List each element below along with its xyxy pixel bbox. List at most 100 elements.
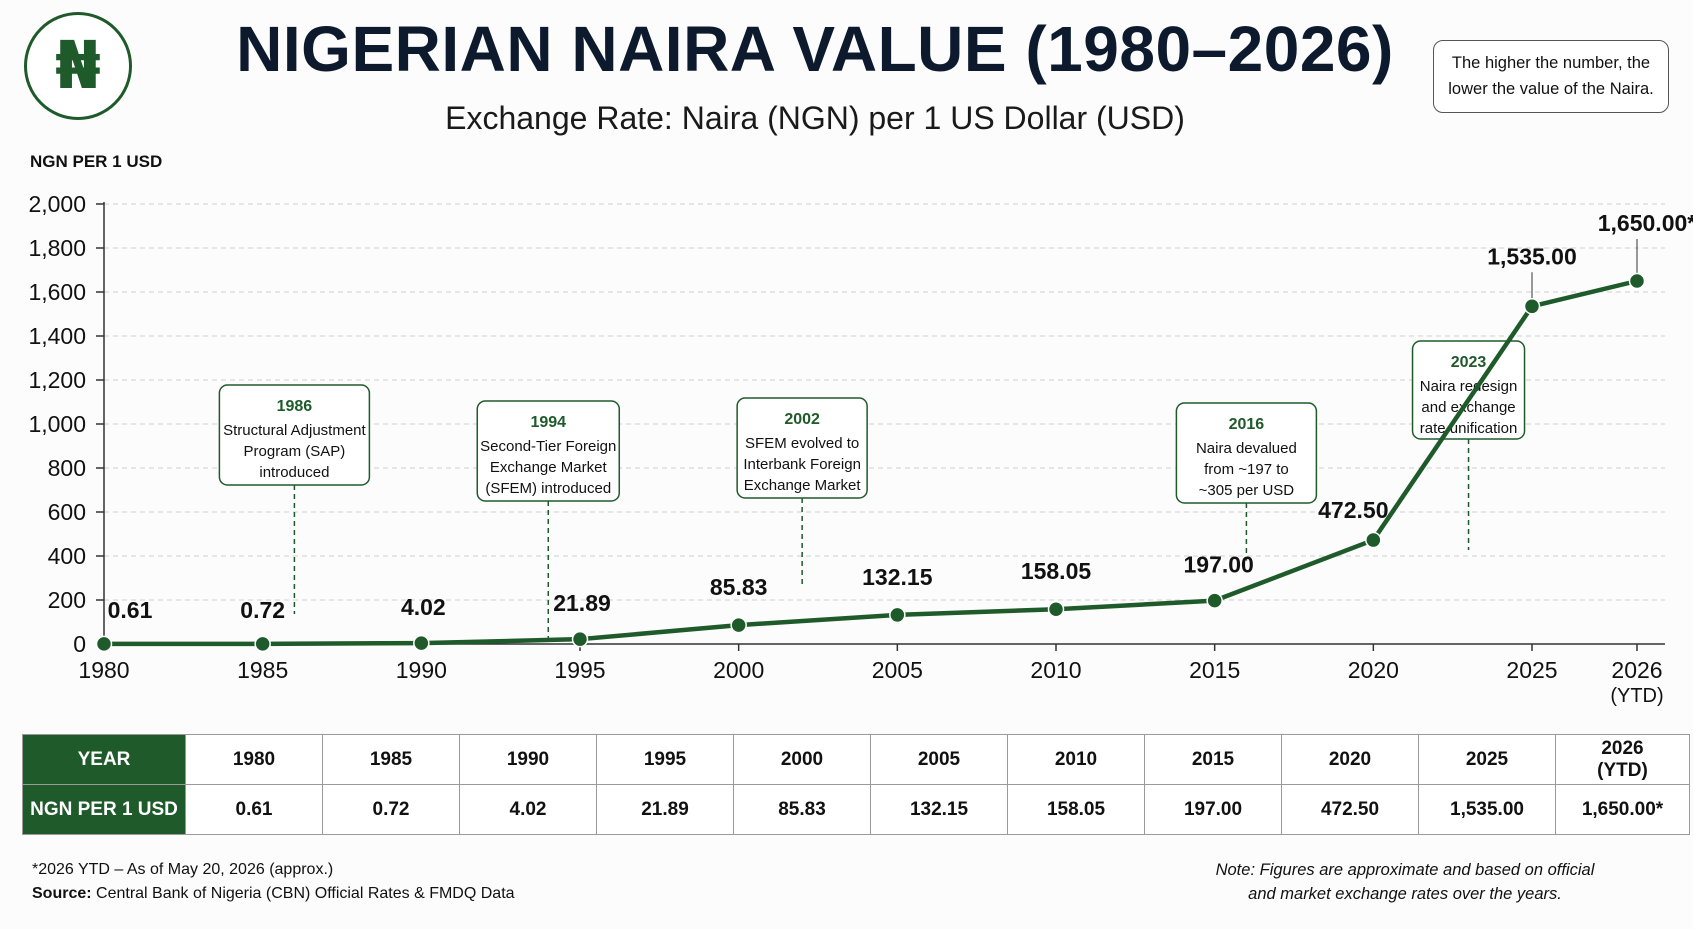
- exchange-rate-chart: 0 200 400 600 800 1,000 1,200 1,400 1,600 1,800 2,…: [28, 191, 1693, 707]
- annotation-text: (SFEM) introduced: [485, 480, 611, 497]
- data-point: [1628, 272, 1646, 290]
- data-point: [95, 635, 113, 653]
- data-label: 4.02: [401, 594, 446, 620]
- annotation-text: Exchange Market: [490, 459, 608, 476]
- data-point: [1523, 298, 1541, 315]
- y-tick-label: 2,000: [28, 191, 86, 217]
- table-cell-rate: 85.83: [733, 784, 871, 835]
- annotation-text: and exchange: [1421, 399, 1515, 416]
- y-tick-label: 1,000: [28, 411, 86, 437]
- table-cell-year: 1980: [185, 734, 323, 785]
- table-cell-year-2026-line1: 2026: [1601, 737, 1644, 759]
- page-subtitle: Exchange Rate: Naira (NGN) per 1 US Doll…: [445, 100, 1185, 136]
- data-label: 21.89: [553, 590, 611, 616]
- annotation-year: 2016: [1229, 416, 1265, 433]
- annotation-text: rate unification: [1420, 420, 1518, 437]
- table-cell-rate: 4.02: [459, 784, 597, 835]
- table-cell-rate: 158.05: [1007, 784, 1145, 835]
- annotation-text: Program (SAP): [244, 443, 346, 460]
- ytd-footnote: *2026 YTD – As of May 20, 2026 (approx.): [32, 861, 334, 878]
- annotation-text: introduced: [259, 464, 329, 481]
- source-text: Central Bank of Nigeria (CBN) Official R…: [96, 885, 515, 902]
- x-tick-label: 1980: [78, 657, 129, 683]
- table-cell-year: 2010: [1007, 734, 1145, 785]
- annotation-text: SFEM evolved to: [745, 435, 859, 452]
- data-table: YEAR 1980 1985 1990 1995 2000 2005 2010 …: [22, 734, 1690, 835]
- annotation-box: [476, 400, 621, 502]
- x-tick-label: 2025: [1506, 657, 1557, 683]
- annotation-text: from ~197 to: [1204, 461, 1289, 478]
- table-cell-year: 2005: [870, 734, 1008, 785]
- table-header-rate: NGN PER 1 USD: [22, 784, 186, 835]
- data-point: [254, 635, 271, 653]
- data-label: 158.05: [1021, 558, 1092, 584]
- table-cell-year: 2015: [1144, 734, 1282, 785]
- table-cell-year-2026: 2026 (YTD): [1555, 734, 1690, 785]
- x-tick-label: 1995: [554, 657, 605, 683]
- table-cell-year-2026-line2: (YTD): [1597, 759, 1648, 781]
- disclaimer-line2: and market exchange rates over the years…: [1248, 885, 1562, 903]
- table-cell-year: 1990: [459, 734, 597, 785]
- table-cell-rate: 1,535.00: [1418, 784, 1556, 835]
- table-cell-rate: 132.15: [870, 784, 1008, 835]
- annotation-text: Naira devalued: [1196, 440, 1297, 457]
- y-tick-label: 0: [73, 631, 86, 657]
- annotation-year: 2023: [1451, 354, 1487, 371]
- x-tick-label: 2026: [1611, 657, 1662, 683]
- source-line: Source: Central Bank of Nigeria (CBN) Of…: [32, 882, 515, 906]
- annotation-text: Structural Adjustment: [223, 422, 366, 439]
- annotation-box: [736, 397, 868, 499]
- data-point: [1365, 531, 1382, 549]
- footer-left: *2026 YTD – As of May 20, 2026 (approx.)…: [32, 858, 515, 906]
- naira-logo: ₦: [24, 12, 132, 120]
- data-point: [571, 630, 589, 648]
- x-tick-label: 2015: [1189, 657, 1240, 683]
- data-label: 472.50: [1318, 497, 1388, 523]
- table-cell-rate: 21.89: [596, 784, 734, 835]
- data-label: 0.72: [240, 597, 285, 623]
- annotation-text: Interbank Foreign: [743, 456, 861, 473]
- annotation-box: [1411, 340, 1526, 440]
- y-tick-label: 1,800: [28, 235, 86, 261]
- table-cell-year: 1985: [322, 734, 460, 785]
- y-tick-label: 1,200: [28, 367, 86, 393]
- annotation-year: 1994: [530, 414, 566, 431]
- annotation-text: Naira redesign: [1420, 378, 1518, 395]
- disclaimer-note: Note: Figures are approximate and based …: [1170, 858, 1640, 906]
- annotation-box: [1175, 402, 1318, 504]
- y-tick-label: 800: [48, 455, 86, 481]
- table-row-rate: NGN PER 1 USD 0.61 0.72 4.02 21.89 85.83…: [22, 784, 1690, 835]
- table-cell-rate: 0.72: [322, 784, 460, 835]
- x-tick-label: 2010: [1030, 657, 1081, 683]
- y-tick-label: 600: [48, 499, 86, 525]
- y-tick-label: 1,400: [28, 323, 86, 349]
- x-tick-label: 1990: [396, 657, 447, 683]
- annotation-text: Second-Tier Foreign: [480, 438, 616, 455]
- data-point: [730, 616, 747, 634]
- data-label: 85.83: [710, 574, 768, 600]
- explanation-note-line1: The higher the number, the: [1451, 54, 1651, 72]
- data-label: 132.15: [862, 564, 933, 590]
- table-cell-year: 2000: [733, 734, 871, 785]
- y-tick-label: 400: [48, 543, 86, 569]
- annotation-text: Exchange Market: [744, 477, 862, 494]
- y-tick-label: 200: [48, 587, 86, 613]
- table-cell-rate: 197.00: [1144, 784, 1282, 835]
- table-cell-rate: 1,650.00*: [1555, 784, 1690, 835]
- table-header-year: YEAR: [22, 734, 186, 785]
- data-label: 197.00: [1183, 552, 1253, 578]
- x-tick-label: 2005: [872, 657, 923, 683]
- explanation-note: The higher the number, the lower the val…: [1433, 40, 1669, 113]
- page-title: NIGERIAN NAIRA VALUE (1980–2026): [236, 13, 1394, 85]
- annotation-year: 2002: [784, 411, 820, 428]
- x-tick-label: 2020: [1348, 657, 1399, 683]
- x-tick-label: 1985: [237, 657, 288, 683]
- data-point: [1047, 600, 1065, 618]
- data-point: [413, 634, 430, 652]
- explanation-note-line2: lower the value of the Naira.: [1448, 80, 1654, 98]
- annotation-box: [218, 384, 371, 486]
- table-cell-year: 1995: [596, 734, 734, 785]
- y-tick-label: 1,600: [28, 279, 86, 305]
- table-cell-rate: 472.50: [1281, 784, 1419, 835]
- table-cell-year: 2025: [1418, 734, 1556, 785]
